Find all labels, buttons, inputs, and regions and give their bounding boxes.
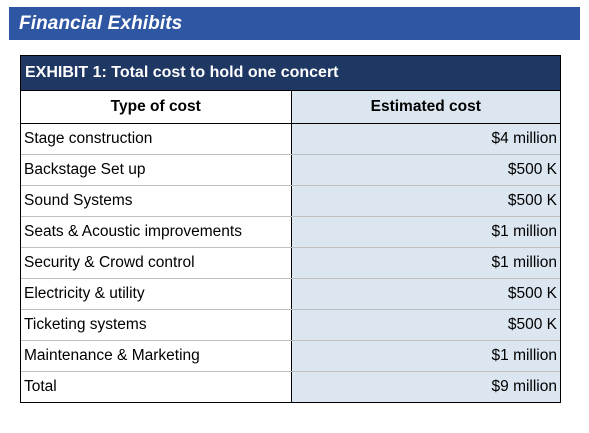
table-row: Electricity & utility $500 K [21, 278, 560, 310]
table-row: Ticketing systems $500 K [21, 309, 560, 341]
table-header-row: Type of cost Estimated cost [21, 91, 560, 124]
table-row: Stage construction $4 million [21, 123, 560, 155]
table-row: Backstage Set up $500 K [21, 154, 560, 186]
cost-value-cell: $500 K [290, 278, 560, 310]
cost-value-cell: $1 million [290, 216, 560, 248]
total-label-cell: Total [21, 371, 292, 402]
cost-type-cell: Maintenance & Marketing [21, 340, 292, 372]
total-row: Total $9 million [21, 371, 560, 402]
total-value-cell: $9 million [290, 371, 560, 402]
cost-value-cell: $500 K [290, 154, 560, 186]
cost-value-cell: $500 K [290, 185, 560, 217]
exhibit-header: EXHIBIT 1: Total cost to hold one concer… [21, 56, 560, 91]
table-row: Seats & Acoustic improvements $1 million [21, 216, 560, 248]
column-header-cost: Estimated cost [290, 91, 560, 124]
cost-value-cell: $1 million [290, 247, 560, 279]
section-banner: Financial Exhibits [9, 7, 580, 40]
table-row: Security & Crowd control $1 million [21, 247, 560, 279]
cost-value-cell: $4 million [290, 123, 560, 155]
cost-value-cell: $500 K [290, 309, 560, 341]
table-row: Sound Systems $500 K [21, 185, 560, 217]
column-header-type: Type of cost [21, 91, 292, 124]
cost-type-cell: Security & Crowd control [21, 247, 292, 279]
cost-table: Type of cost Estimated cost Stage constr… [21, 91, 560, 402]
cost-type-cell: Ticketing systems [21, 309, 292, 341]
cost-type-cell: Sound Systems [21, 185, 292, 217]
cost-type-cell: Electricity & utility [21, 278, 292, 310]
table-row: Maintenance & Marketing $1 million [21, 340, 560, 372]
cost-value-cell: $1 million [290, 340, 560, 372]
section-title: Financial Exhibits [19, 12, 183, 34]
exhibit-title: EXHIBIT 1: Total cost to hold one concer… [25, 64, 339, 81]
cost-type-cell: Backstage Set up [21, 154, 292, 186]
exhibit-table-container: EXHIBIT 1: Total cost to hold one concer… [20, 55, 561, 403]
cost-type-cell: Stage construction [21, 123, 292, 155]
cost-type-cell: Seats & Acoustic improvements [21, 216, 292, 248]
